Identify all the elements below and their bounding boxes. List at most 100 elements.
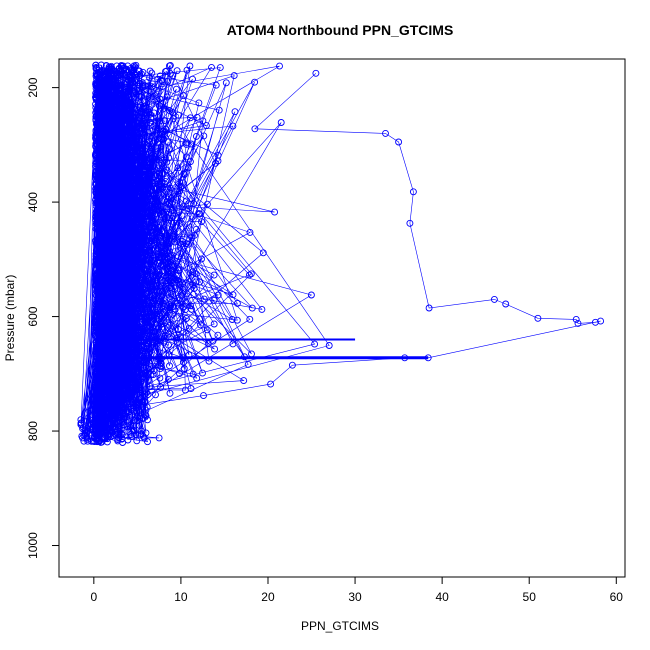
data-point [92, 410, 100, 418]
data-point [210, 296, 218, 304]
data-point [137, 161, 145, 169]
data-point [132, 223, 140, 231]
data-point [125, 377, 133, 385]
data-point [145, 247, 152, 255]
data-point [116, 166, 124, 174]
data-point [203, 326, 211, 334]
data-point [92, 96, 100, 104]
data-point [141, 358, 149, 366]
data-point [163, 158, 171, 166]
data-point [144, 365, 152, 372]
data-point [108, 226, 116, 234]
data-point [134, 367, 142, 375]
data-point [141, 210, 148, 218]
data-point [96, 262, 104, 270]
data-point [96, 358, 104, 366]
data-point [185, 351, 193, 359]
data-point [136, 108, 144, 116]
data-point [271, 208, 279, 216]
chart-title: ATOM4 Northbound PPN_GTCIMS [227, 22, 454, 38]
data-point [130, 407, 138, 415]
data-point [119, 294, 127, 302]
data-point [111, 81, 118, 88]
data-point [123, 226, 131, 234]
data-point [153, 202, 161, 210]
data-point [129, 375, 137, 383]
data-point [151, 234, 159, 242]
data-point [93, 121, 101, 129]
data-point [86, 416, 94, 424]
data-point [165, 351, 173, 359]
data-point [258, 305, 266, 313]
data-point [92, 133, 100, 141]
data-point [125, 304, 133, 312]
data-point [150, 122, 158, 130]
data-point [127, 128, 135, 136]
data-point [95, 64, 103, 72]
data-point [149, 93, 157, 101]
data-point [113, 249, 121, 257]
data-point [156, 151, 164, 159]
data-point [117, 84, 124, 92]
data-point [101, 177, 109, 185]
data-point [125, 159, 133, 167]
data-point [129, 361, 137, 368]
data-point [140, 414, 148, 422]
data-point [105, 202, 113, 209]
data-point [192, 270, 200, 278]
data-point [165, 62, 173, 70]
data-point [127, 385, 135, 392]
data-point [140, 434, 148, 442]
data-point [119, 103, 127, 111]
data-point [112, 305, 120, 313]
data-point [157, 143, 165, 151]
data-point [251, 78, 259, 86]
data-point [130, 197, 138, 205]
x-axis-label: PPN_GTCIMS [301, 619, 379, 633]
data-point [112, 314, 120, 322]
data-point [118, 182, 126, 190]
data-point [95, 146, 103, 154]
data-point [204, 340, 212, 348]
data-point [114, 233, 122, 241]
data-point [146, 110, 154, 118]
data-point [196, 210, 203, 218]
data-point [156, 117, 164, 125]
data-point [120, 166, 128, 174]
data-point [95, 314, 103, 322]
data-point [140, 273, 147, 281]
data-point [126, 149, 134, 157]
data-point [139, 171, 147, 179]
data-point [134, 383, 142, 391]
data-point [129, 426, 137, 434]
data-point [184, 164, 192, 172]
data-point [199, 117, 207, 125]
data-point [228, 316, 236, 323]
data-point [189, 268, 197, 276]
data-point [128, 167, 136, 175]
data-point [92, 113, 100, 121]
data-point [189, 281, 197, 289]
data-point [125, 428, 133, 436]
data-point [131, 63, 139, 71]
data-point [164, 323, 172, 331]
data-point [123, 172, 131, 180]
data-point [164, 375, 172, 383]
data-point [152, 144, 160, 152]
data-point [120, 114, 128, 122]
data-point [183, 197, 190, 205]
data-point [233, 316, 241, 324]
data-point [146, 160, 154, 168]
data-point [139, 156, 147, 164]
data-point [172, 85, 180, 93]
data-point [190, 200, 198, 208]
data-point [125, 227, 133, 235]
data-point [193, 113, 201, 121]
data-point [179, 179, 187, 187]
data-point [120, 170, 128, 178]
x-tick-label: 60 [610, 590, 624, 604]
data-point [156, 365, 164, 373]
data-point [103, 290, 111, 298]
data-point [143, 319, 151, 327]
data-point [133, 316, 141, 324]
